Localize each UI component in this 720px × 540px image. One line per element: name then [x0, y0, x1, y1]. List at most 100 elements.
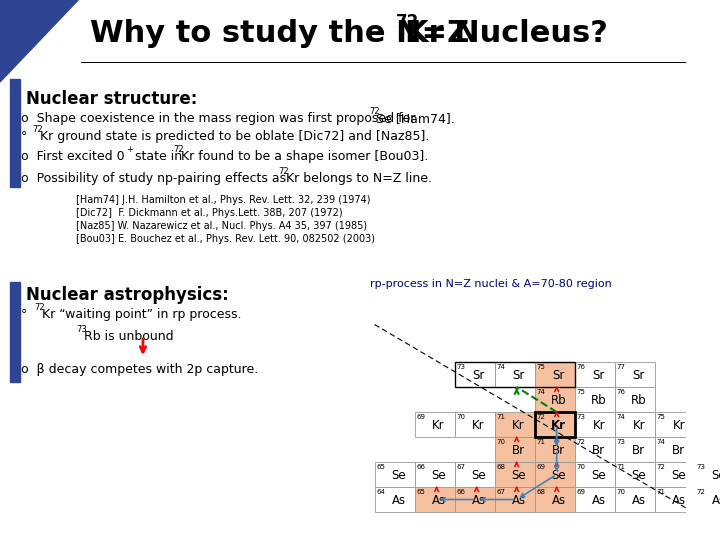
Text: 69: 69: [536, 464, 546, 470]
Text: Se: Se: [711, 469, 720, 482]
Bar: [9, 79, 20, 187]
Text: As: As: [631, 494, 646, 507]
Text: As: As: [472, 494, 486, 507]
Text: 72: 72: [35, 303, 45, 312]
Text: 73: 73: [616, 439, 626, 445]
Text: Sr: Sr: [552, 369, 565, 382]
Text: Why to study the N=Z: Why to study the N=Z: [89, 18, 480, 48]
Bar: [454, 462, 495, 487]
Text: 72: 72: [370, 107, 380, 116]
Bar: [374, 487, 415, 512]
Bar: [575, 387, 615, 412]
Text: As: As: [592, 494, 606, 507]
Bar: [495, 412, 535, 437]
Text: 70: 70: [497, 439, 505, 445]
Bar: [495, 462, 535, 487]
Text: 72: 72: [657, 464, 665, 470]
Text: Se: Se: [472, 469, 486, 482]
Text: Br: Br: [512, 444, 525, 457]
Bar: [415, 412, 454, 437]
Text: 68: 68: [497, 464, 505, 470]
Text: Sr: Sr: [593, 369, 605, 382]
Bar: [454, 362, 575, 387]
Text: Kr: Kr: [432, 419, 445, 432]
Bar: [454, 362, 495, 387]
Bar: [535, 412, 575, 437]
Text: o  First excited 0: o First excited 0: [21, 150, 125, 163]
Text: 74: 74: [657, 439, 665, 445]
Text: 72: 72: [395, 13, 419, 31]
Text: 76: 76: [616, 389, 626, 395]
Text: 70: 70: [577, 464, 585, 470]
Text: °: °: [21, 130, 40, 143]
Text: Se: Se: [552, 469, 566, 482]
Text: Nuclear structure:: Nuclear structure:: [26, 90, 197, 108]
Text: °: °: [21, 308, 40, 321]
Text: +: +: [126, 145, 132, 154]
Bar: [535, 362, 575, 387]
Bar: [575, 412, 615, 437]
Text: 72: 72: [536, 414, 546, 420]
Bar: [495, 437, 535, 462]
Bar: [654, 487, 695, 512]
Text: Se [Ham74].: Se [Ham74].: [377, 112, 455, 125]
Text: 73: 73: [697, 464, 706, 470]
Text: Br: Br: [632, 444, 645, 457]
Bar: [495, 362, 535, 387]
Text: 73: 73: [76, 325, 87, 334]
Bar: [654, 412, 695, 437]
Text: Se: Se: [511, 469, 526, 482]
Text: Sr: Sr: [472, 369, 485, 382]
Text: rp-process in N=Z nuclei & A=70-80 region: rp-process in N=Z nuclei & A=70-80 regio…: [370, 279, 611, 289]
Text: Sr: Sr: [513, 369, 525, 382]
Text: Se: Se: [591, 469, 606, 482]
Text: Rb: Rb: [551, 394, 567, 407]
Text: Kr Nucleus?: Kr Nucleus?: [405, 18, 608, 48]
Text: 74: 74: [497, 364, 505, 370]
Text: As: As: [512, 494, 526, 507]
Bar: [575, 362, 615, 387]
Text: Kr: Kr: [632, 419, 645, 432]
Bar: [615, 437, 654, 462]
Bar: [575, 462, 615, 487]
Text: 74: 74: [616, 414, 626, 420]
Text: As: As: [552, 494, 566, 507]
Text: Kr found to be a shape isomer [Bou03].: Kr found to be a shape isomer [Bou03].: [181, 150, 428, 163]
Bar: [535, 487, 575, 512]
Text: 66: 66: [456, 489, 466, 495]
Text: 75: 75: [577, 389, 585, 395]
Text: 68: 68: [536, 489, 546, 495]
Bar: [535, 412, 575, 437]
Bar: [454, 412, 495, 437]
Text: 67: 67: [497, 489, 505, 495]
Text: 69: 69: [577, 489, 585, 495]
Text: 64: 64: [377, 489, 385, 495]
Text: 70: 70: [616, 489, 626, 495]
Bar: [535, 437, 575, 462]
Text: 72: 72: [577, 439, 585, 445]
Text: 66: 66: [416, 464, 426, 470]
Text: Rb is unbound: Rb is unbound: [84, 330, 174, 343]
Bar: [415, 462, 454, 487]
Text: 74: 74: [536, 389, 546, 395]
Text: 77: 77: [616, 364, 626, 370]
Bar: [615, 462, 654, 487]
Bar: [9, 282, 20, 382]
Text: [Ham74] J.H. Hamilton et al., Phys. Rev. Lett. 32, 239 (1974): [Ham74] J.H. Hamilton et al., Phys. Rev.…: [76, 195, 371, 205]
Text: Se: Se: [672, 469, 686, 482]
Text: As: As: [672, 494, 686, 507]
Text: [Dic72]  F. Dickmann et al., Phys.Lett. 38B, 207 (1972): [Dic72] F. Dickmann et al., Phys.Lett. 3…: [76, 208, 343, 218]
Text: o  β decay competes with 2p capture.: o β decay competes with 2p capture.: [21, 363, 258, 376]
Text: Br: Br: [552, 444, 565, 457]
Text: 75: 75: [536, 364, 546, 370]
Text: Kr: Kr: [593, 419, 605, 432]
Text: 76: 76: [577, 364, 585, 370]
Text: [Bou03] E. Bouchez et al., Phys. Rev. Lett. 90, 082502 (2003): [Bou03] E. Bouchez et al., Phys. Rev. Le…: [76, 234, 375, 244]
Text: Se: Se: [631, 469, 646, 482]
Bar: [535, 462, 575, 487]
Text: 72: 72: [32, 125, 43, 134]
Text: Kr belongs to N=Z line.: Kr belongs to N=Z line.: [286, 172, 432, 185]
Text: Rb: Rb: [631, 394, 647, 407]
Text: [Naz85] W. Nazarewicz et al., Nucl. Phys. A4 35, 397 (1985): [Naz85] W. Nazarewicz et al., Nucl. Phys…: [76, 221, 367, 231]
Text: o  Possibility of study np-pairing effects as: o Possibility of study np-pairing effect…: [21, 172, 290, 185]
